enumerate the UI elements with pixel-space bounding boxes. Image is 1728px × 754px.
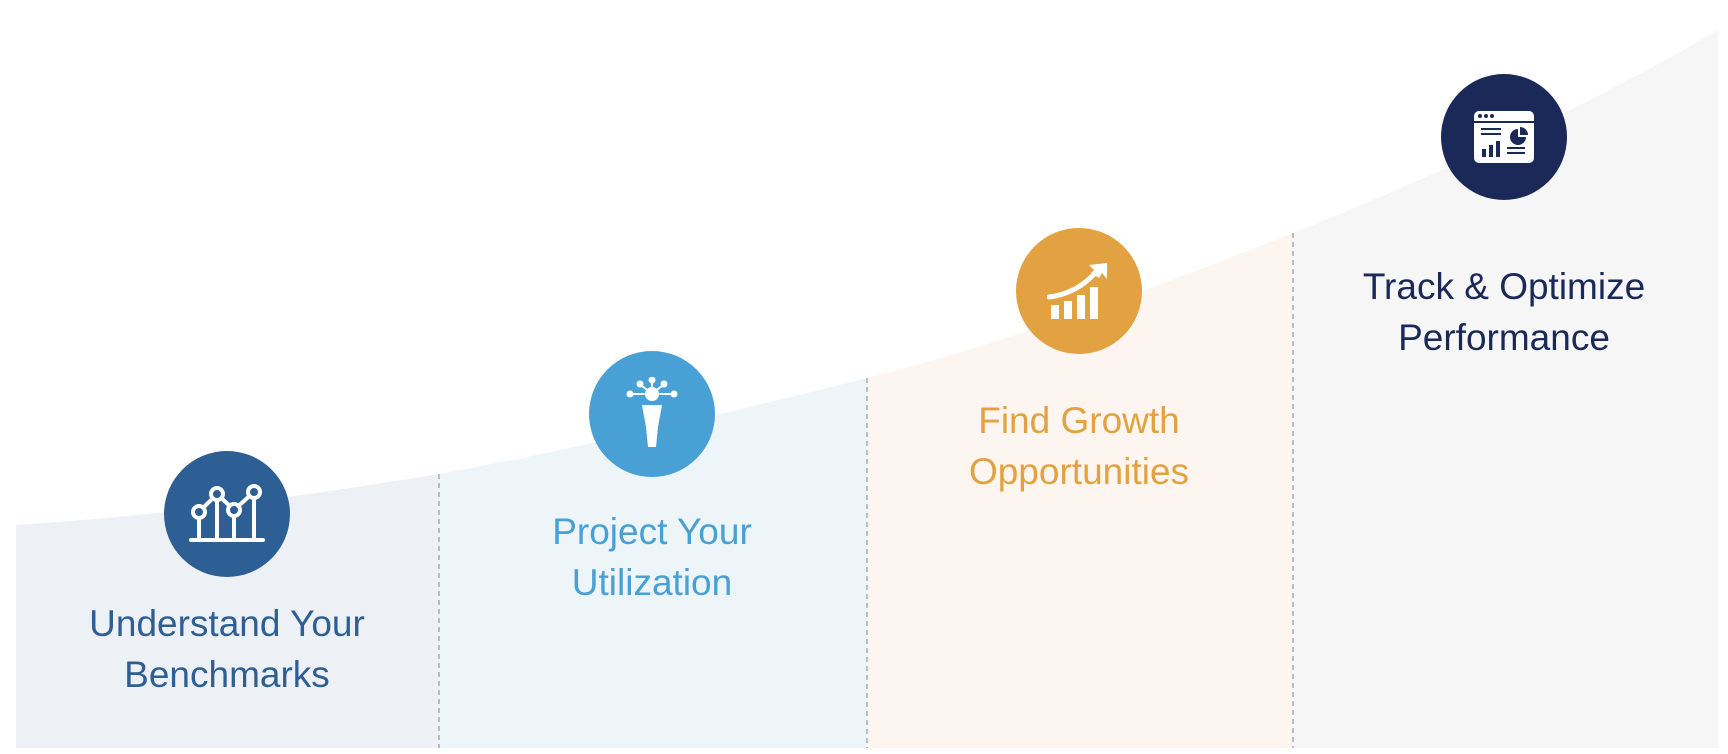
line-chart-icon — [189, 484, 265, 542]
growth-chart-icon — [1047, 263, 1107, 319]
band-3 — [867, 233, 1293, 748]
band-2 — [439, 378, 867, 748]
stage-4-title: Track & Optimize Performance — [1304, 261, 1704, 363]
stage-1-title-line1: Understand Your — [89, 603, 365, 644]
stage-1-title-line2: Benchmarks — [124, 654, 330, 695]
stage-3-title-line1: Find Growth — [978, 400, 1180, 441]
band-1 — [16, 474, 439, 748]
idea-person-icon — [626, 377, 678, 447]
stage-1-title: Understand Your Benchmarks — [27, 598, 427, 700]
stage-3-title-line2: Opportunities — [968, 451, 1190, 492]
stage-2-title-line2: Utilization — [571, 562, 733, 603]
stage-3-title: Find Growth Opportunities — [879, 395, 1279, 497]
stage-4-circle — [1441, 74, 1567, 200]
band-4 — [1293, 30, 1718, 748]
stage-2-title-line1: Project Your — [552, 511, 752, 552]
stage-4-title-line1: Track & Optimize — [1362, 266, 1646, 307]
stage-2-title: Project Your Utilization — [452, 506, 852, 608]
stage-2-circle — [589, 351, 715, 477]
stage-3-circle — [1016, 228, 1142, 354]
stage-1-circle — [164, 451, 290, 577]
stage-4-title-line2: Performance — [1398, 317, 1610, 358]
dashboard-window-icon — [1474, 111, 1534, 163]
